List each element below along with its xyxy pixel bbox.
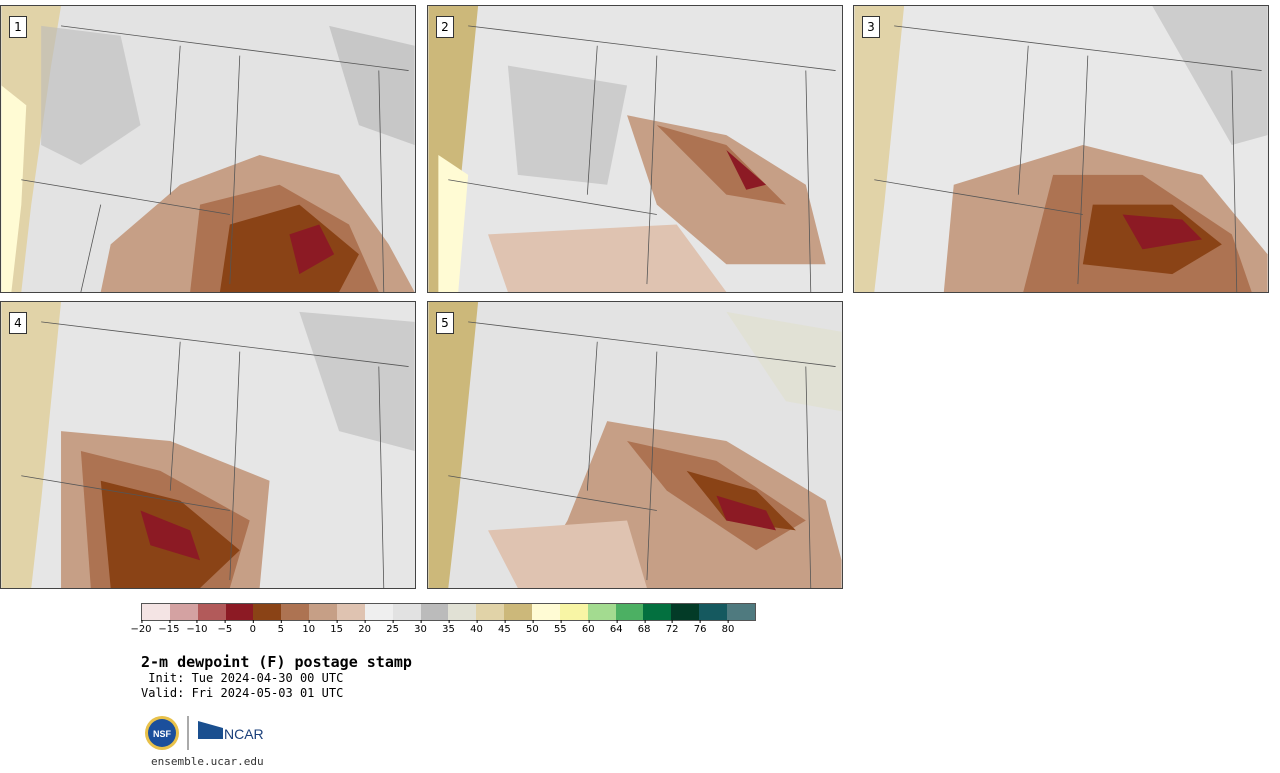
colorbar-tick-label: 10 <box>302 620 316 635</box>
colorbar-tick-label: 55 <box>553 620 567 635</box>
colorbar <box>141 603 756 621</box>
colorbar-tick-label: 20 <box>358 620 371 635</box>
colorbar-swatch <box>532 604 560 620</box>
colorbar-tick-label: 60 <box>581 620 595 635</box>
colorbar-tick-label: 64 <box>609 620 623 635</box>
dewpoint-map-2 <box>428 6 842 292</box>
panel-number: 4 <box>9 312 27 334</box>
colorbar-swatch <box>504 604 533 620</box>
colorbar-swatch <box>476 604 505 620</box>
colorbar-tick-label: 68 <box>637 620 651 635</box>
colorbar-swatch <box>225 604 254 620</box>
dewpoint-map-5 <box>428 302 842 588</box>
colorbar-tick-label: 35 <box>442 620 455 635</box>
colorbar-swatch <box>559 604 588 620</box>
logos: NSF NCAR <box>145 716 264 750</box>
colorbar-tick-label: 25 <box>386 620 399 635</box>
nsf-logo-text: NSF <box>153 729 172 739</box>
colorbar-swatch <box>142 604 170 620</box>
colorbar-ticks: −20 −15 −10 −5 0 5 10 15 20 25 30 35 40 45 50 55 60 64 68 7… <box>130 620 756 641</box>
map-panel-3: 3 <box>853 5 1269 293</box>
colorbar-swatch <box>699 604 728 620</box>
colorbar-tick-label: 15 <box>330 620 344 635</box>
plot-title: 2-m dewpoint (F) postage stamp <box>141 653 412 671</box>
colorbar-swatch <box>420 604 449 620</box>
colorbar-tick-label: −5 <box>217 620 233 635</box>
dewpoint-map-4 <box>1 302 415 588</box>
colorbar-tick-label: 0 <box>249 620 256 635</box>
colorbar-tick-label: −20 <box>130 620 152 635</box>
dewpoint-map-1 <box>1 6 415 292</box>
map-panel-1: 1 <box>0 5 416 293</box>
map-panel-4: 4 <box>0 301 416 589</box>
colorbar-swatch <box>281 604 310 620</box>
colorbar-swatch <box>643 604 672 620</box>
colorbar-tick-label: −15 <box>158 620 180 635</box>
colorbar-swatch <box>448 604 477 620</box>
colorbar-swatch <box>309 604 338 620</box>
colorbar-swatch <box>727 604 755 620</box>
site-url: ensemble.ucar.edu <box>151 755 264 768</box>
ncar-logo-text: NCAR <box>224 726 264 742</box>
colorbar-tick-label: 5 <box>277 620 284 635</box>
dewpoint-map-3 <box>854 6 1268 292</box>
colorbar-tick-label: 72 <box>665 620 679 635</box>
colorbar-tick-label: 30 <box>414 620 427 635</box>
colorbar-swatch <box>615 604 644 620</box>
init-time: Init: Tue 2024-04-30 00 UTC <box>141 671 344 685</box>
colorbar-tick-label: 76 <box>693 620 707 635</box>
map-panel-2: 2 <box>427 5 843 293</box>
colorbar-tick-label: 80 <box>721 620 735 635</box>
panel-number: 3 <box>862 16 880 38</box>
valid-time: Valid: Fri 2024-05-03 01 UTC <box>141 686 344 700</box>
colorbar-tick-label: 50 <box>525 620 539 635</box>
map-panel-5: 5 <box>427 301 843 589</box>
colorbar-swatch <box>253 604 282 620</box>
colorbar-swatch <box>671 604 700 620</box>
panel-number: 5 <box>436 312 454 334</box>
colorbar-swatch <box>392 604 421 620</box>
colorbar-swatch <box>197 604 226 620</box>
ncar-logo-icon: NCAR <box>198 721 264 742</box>
panel-number: 2 <box>436 16 454 38</box>
colorbar-tick-label: 40 <box>470 620 483 635</box>
colorbar-swatch <box>587 604 616 620</box>
colorbar-tick-label: −10 <box>186 620 208 635</box>
colorbar-swatch <box>169 604 198 620</box>
nsf-logo-icon: NSF <box>145 716 179 750</box>
colorbar-swatch <box>337 604 365 620</box>
panel-number: 1 <box>9 16 27 38</box>
colorbar-swatch <box>364 604 393 620</box>
colorbar-tick-label: 45 <box>498 620 511 635</box>
